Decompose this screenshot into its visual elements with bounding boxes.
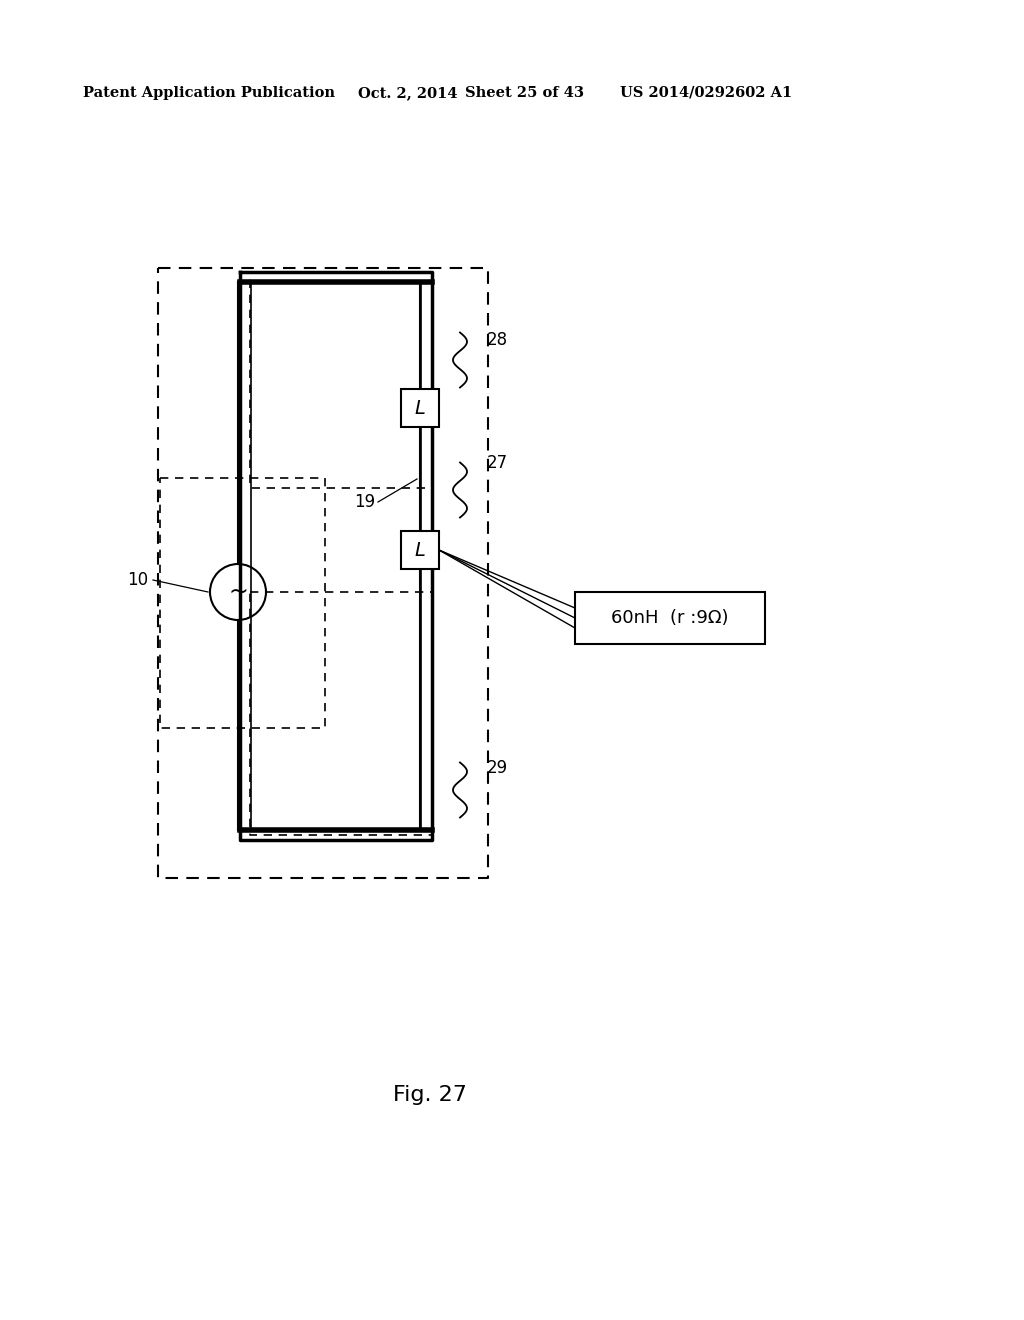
Text: Oct. 2, 2014: Oct. 2, 2014 [358,86,458,100]
Text: 19: 19 [354,492,375,511]
Text: 29: 29 [487,759,508,777]
Text: 60nH  (r :9Ω): 60nH (r :9Ω) [611,609,729,627]
Text: L: L [415,399,425,417]
Text: 27: 27 [487,454,508,473]
FancyBboxPatch shape [575,591,765,644]
Text: 28: 28 [487,331,508,348]
Text: L: L [415,540,425,560]
Text: ~: ~ [228,579,248,605]
FancyBboxPatch shape [401,531,439,569]
FancyBboxPatch shape [401,389,439,426]
Text: 10: 10 [127,572,148,589]
Text: US 2014/0292602 A1: US 2014/0292602 A1 [620,86,793,100]
Text: Sheet 25 of 43: Sheet 25 of 43 [465,86,584,100]
Text: Fig. 27: Fig. 27 [393,1085,467,1105]
Text: Patent Application Publication: Patent Application Publication [83,86,335,100]
